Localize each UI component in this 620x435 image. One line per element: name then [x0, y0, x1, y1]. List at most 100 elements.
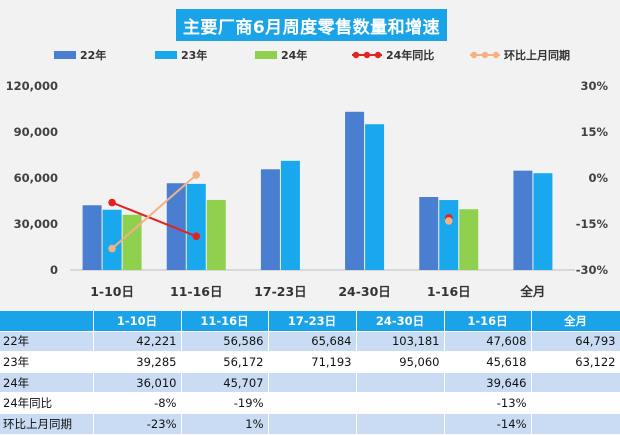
y-left-tick-label: 90,000	[14, 125, 58, 139]
legend-label-yoy: 24年同比	[386, 49, 435, 62]
y-left-tick-label: 30,000	[14, 217, 58, 231]
legend: 22年 23年 24年 24年同比 环比上月同期	[0, 47, 620, 65]
table-cell: 63,122	[531, 351, 620, 373]
bar-22年-全月	[513, 170, 533, 270]
legend-label-23: 23年	[181, 49, 208, 62]
table-cell: 45,618	[444, 351, 532, 373]
point-24年同比-11-16日	[192, 232, 201, 241]
point-环比上月同期-1-10日	[108, 244, 116, 253]
table-header: 1-10日 11-16日 17-23日 24-30日 1-16日 全月	[0, 311, 620, 332]
table-cell: 45,707	[181, 372, 269, 394]
table-cell: 47,608	[444, 331, 532, 353]
y-left-tick-label: 60,000	[14, 171, 58, 185]
x-tick-label: 11-16日	[170, 284, 222, 299]
point-24年同比-1-10日	[108, 198, 116, 207]
table-cell: -13%	[444, 392, 532, 414]
table-cell	[356, 372, 445, 394]
table-header-cell: 全月	[531, 311, 620, 332]
legend-item-24: 24年	[255, 47, 307, 63]
legend-item-mom: 环比上月同期	[470, 47, 570, 63]
chart-area: 主要厂商6月周度零售数量和增速 22年 23年 24年 24年同比 环比	[0, 9, 620, 299]
table-cell: 103,181	[356, 331, 445, 353]
x-tick-label: 17-23日	[254, 284, 306, 299]
bar-22年-1-16日	[419, 197, 439, 270]
x-tick-label: 1-16日	[427, 284, 471, 299]
table-cell: 42,221	[93, 331, 182, 353]
table-row-label: 环比上月同期	[0, 413, 94, 435]
legend-swatch-23	[155, 51, 177, 59]
table-cell: 39,646	[444, 372, 532, 394]
table-cell: 1%	[181, 413, 269, 435]
table-cell: 39,285	[93, 351, 182, 373]
table-cell	[531, 372, 620, 394]
bar-22年-17-23日	[260, 169, 280, 270]
table-row-label: 24年	[0, 372, 94, 394]
bar-22年-1-10日	[82, 205, 102, 270]
x-tick-label: 24-30日	[338, 284, 390, 299]
line-segment-环比上月同期	[111, 174, 197, 250]
table-cell: 65,684	[268, 331, 357, 353]
table-header-cell: 1-10日	[93, 311, 182, 332]
y-right-tick-label: 15%	[580, 125, 608, 139]
bar-22年-11-16日	[166, 183, 186, 270]
data-table: 1-10日 11-16日 17-23日 24-30日 1-16日 全月 22年 42,221 5…	[0, 311, 620, 435]
table-row: 24年 36,010 45,707 39,646	[0, 372, 620, 394]
table-cell: 56,586	[181, 331, 269, 353]
point-环比上月同期-11-16日	[192, 171, 201, 179]
table-cell: 64,793	[531, 331, 620, 353]
bar-23年-24-30日	[365, 124, 385, 270]
table-cell	[268, 372, 357, 394]
legend-swatch-22	[54, 51, 76, 59]
table-cell	[531, 413, 620, 435]
table-cell: -19%	[181, 392, 269, 414]
x-tick-label: 1-10日	[90, 284, 134, 299]
bar-24年-1-10日	[122, 214, 142, 270]
legend-label-22: 22年	[80, 49, 107, 62]
legend-swatch-24	[255, 51, 277, 59]
y-left-tick-label: 0	[50, 263, 58, 277]
y-left-tick-label: 120,000	[6, 79, 58, 93]
chart-title: 主要厂商6月周度零售数量和增速	[176, 9, 447, 41]
table-row-label: 24年同比	[0, 392, 94, 414]
table-cell	[356, 392, 445, 414]
chart-plot: 0 30,000 60,000 90,000 120,000 -30% -15% 0% 15% 3…	[6, 79, 609, 299]
bar-23年-全月	[533, 173, 553, 270]
legend-label-24: 24年	[281, 49, 308, 62]
legend-item-23: 23年	[155, 47, 207, 63]
table-cell: -14%	[444, 413, 532, 435]
line-segment-24年同比	[111, 201, 197, 238]
legend-marker-mom	[470, 51, 500, 59]
y-right-tick-label: 30%	[580, 79, 608, 93]
table-cell: 71,193	[268, 351, 357, 373]
bar-23年-1-10日	[102, 209, 122, 270]
bar-24年-11-16日	[206, 199, 226, 270]
table-cell: -8%	[93, 392, 182, 414]
legend-marker-yoy	[352, 51, 382, 59]
table-row-label: 22年	[0, 331, 94, 353]
x-tick-label: 全月	[519, 284, 545, 299]
y-right-tick-label: 0%	[588, 171, 608, 185]
legend-label-mom: 环比上月同期	[504, 49, 570, 62]
bar-23年-11-16日	[186, 183, 206, 270]
point-环比上月同期-1-16日	[444, 217, 453, 225]
table-row: 环比上月同期 -23% 1% -14%	[0, 413, 620, 435]
bar-22年-24-30日	[345, 111, 365, 271]
bar-24年-1-16日	[459, 209, 479, 270]
table-cell	[268, 413, 357, 435]
table-cell: 36,010	[93, 372, 182, 394]
table-header-cell: 17-23日	[268, 311, 357, 332]
table-header-cell: 24-30日	[356, 311, 445, 332]
table-cell: 95,060	[356, 351, 445, 373]
table-row: 24年同比 -8% -19% -13%	[0, 392, 620, 414]
table-header-cell	[0, 311, 94, 332]
legend-item-yoy: 24年同比	[352, 47, 434, 63]
bar-23年-17-23日	[280, 160, 300, 270]
table-header-cell: 1-16日	[444, 311, 532, 332]
table-cell	[531, 392, 620, 414]
table-cell: -23%	[93, 413, 182, 435]
bar-23年-1-16日	[439, 200, 459, 270]
table-cell	[356, 413, 445, 435]
table-row: 23年 39,285 56,172 71,193 95,060 45,618 63,122	[0, 351, 620, 373]
y-right-tick-label: -30%	[576, 263, 609, 277]
table-row: 22年 42,221 56,586 65,684 103,181 47,608 64,793	[0, 331, 620, 353]
